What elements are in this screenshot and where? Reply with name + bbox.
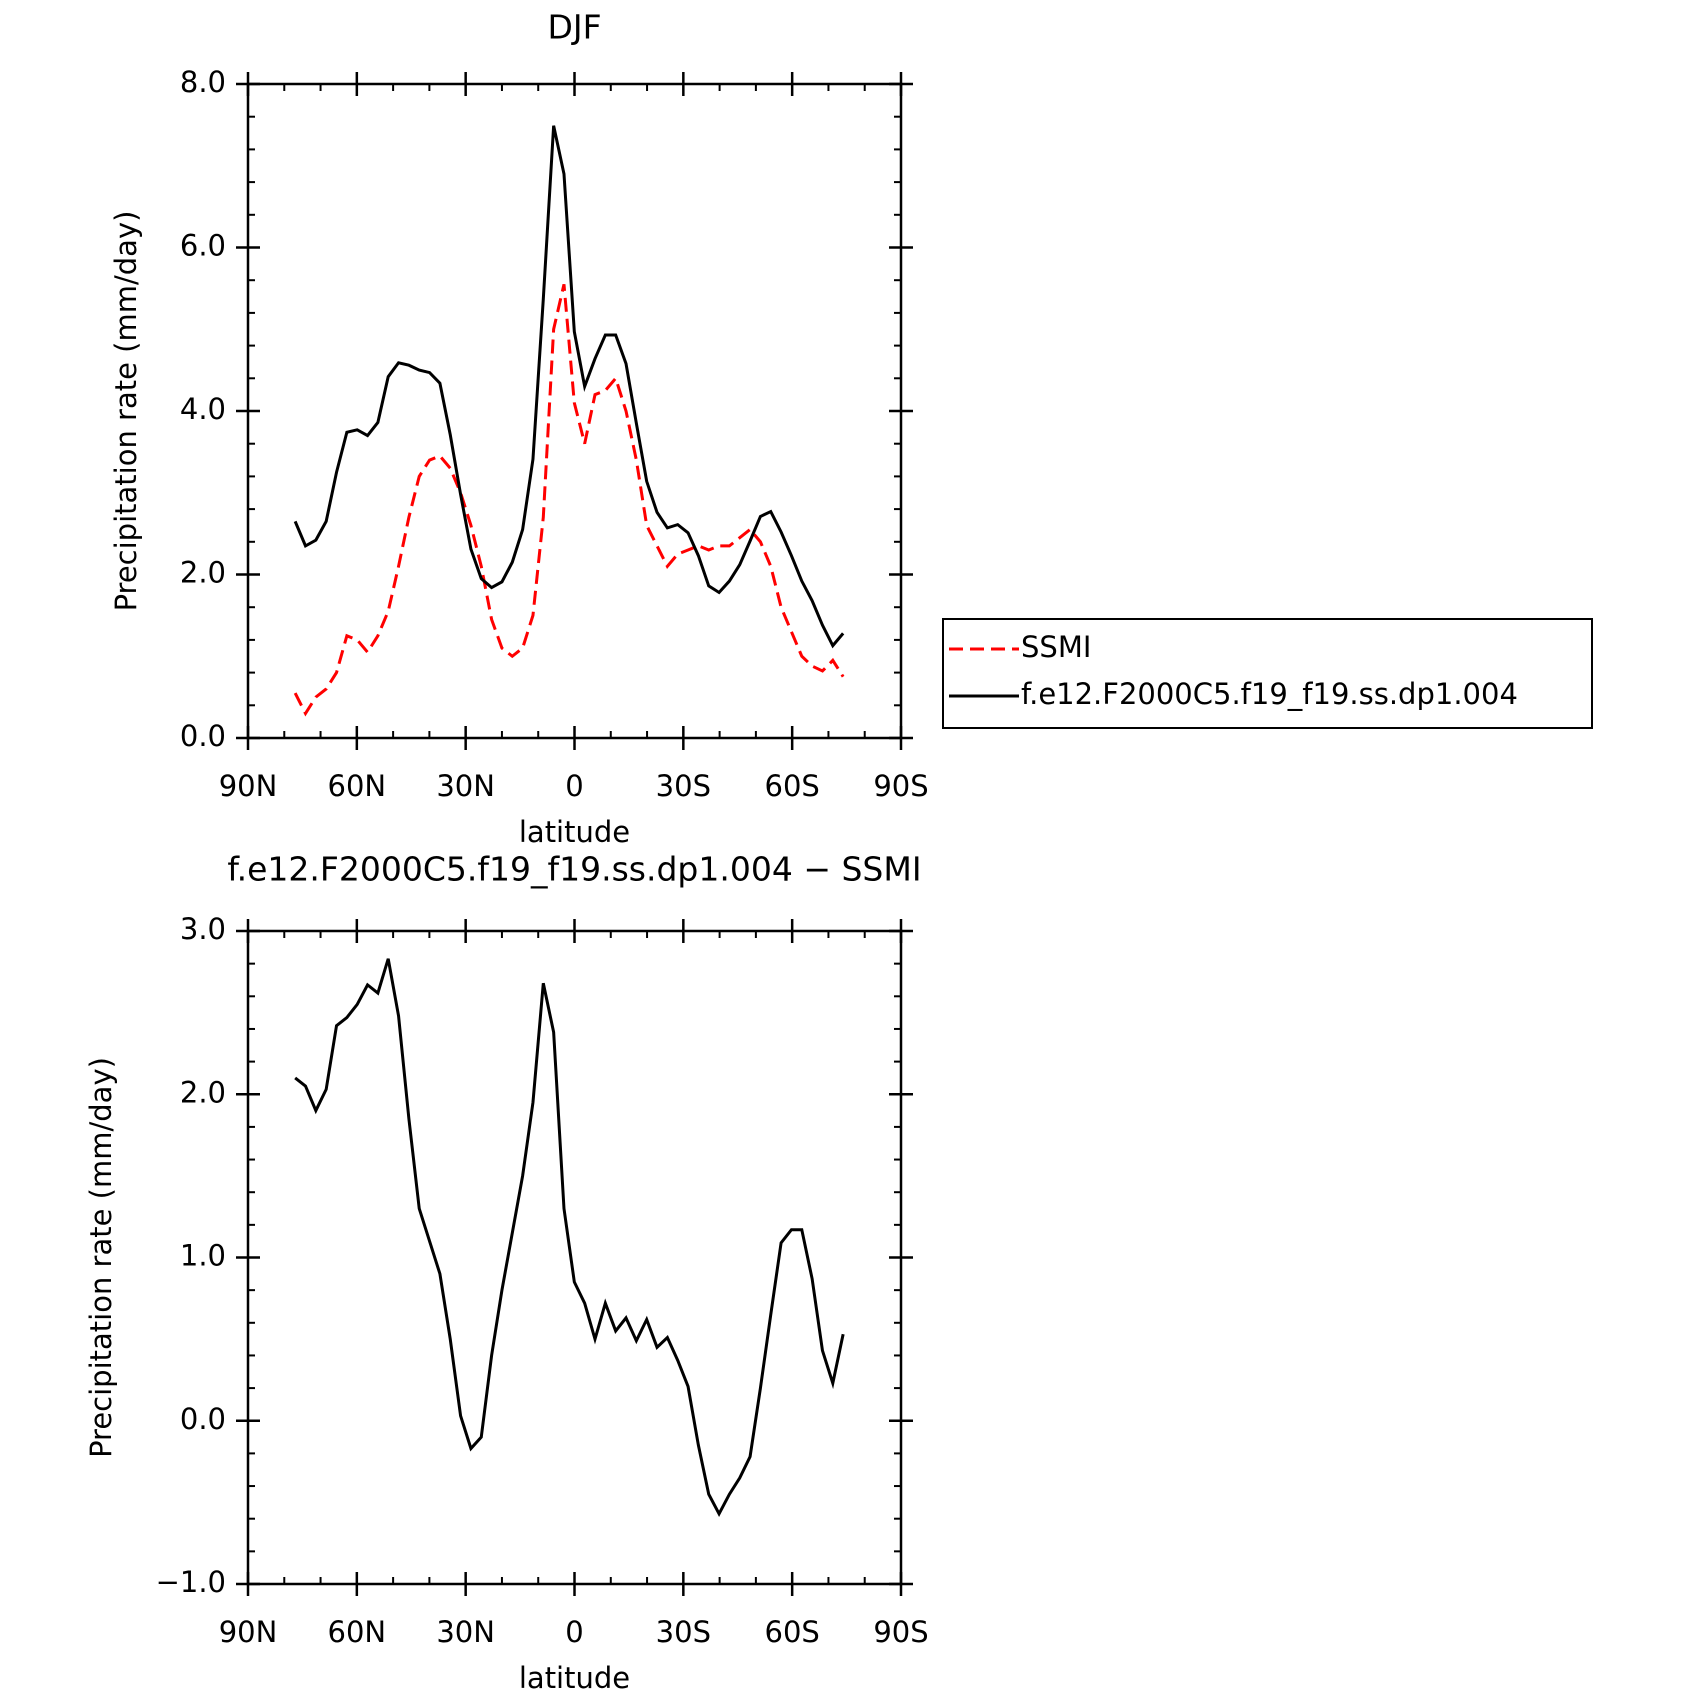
y-tick-label: 6.0 — [180, 229, 226, 263]
chart-title: f.e12.F2000C5.f19_f19.ss.dp1.004 − SSMI — [227, 850, 921, 889]
y-tick-label: 0.0 — [180, 1402, 226, 1436]
x-tick-label: 60N — [328, 769, 387, 803]
plot-frame — [246, 929, 903, 1586]
x-tick-label: 30N — [436, 769, 495, 803]
x-tick-label: 0 — [565, 1615, 583, 1649]
x-tick-label: 30S — [656, 1615, 711, 1649]
x-tick-label: 0 — [565, 769, 583, 803]
x-axis-label: latitude — [519, 815, 630, 849]
x-tick-label: 90N — [219, 769, 278, 803]
x-tick-label: 60S — [765, 1615, 820, 1649]
y-axis-label: Precipitation rate (mm/day) — [109, 211, 143, 612]
x-axis-label: latitude — [519, 1661, 630, 1695]
x-tick-label: 90S — [873, 769, 928, 803]
x-tick-label: 30S — [656, 769, 711, 803]
x-tick-label: 60S — [765, 769, 820, 803]
y-tick-label: 4.0 — [180, 392, 226, 426]
y-axis-label: Precipitation rate (mm/day) — [84, 1057, 118, 1458]
y-tick-label: 3.0 — [180, 912, 226, 946]
y-tick-label: 2.0 — [180, 1075, 226, 1109]
data-line — [294, 958, 845, 1518]
legend-box — [942, 618, 1593, 729]
legend-label: SSMI — [1021, 630, 1091, 664]
data-line — [293, 283, 845, 717]
y-tick-label: 8.0 — [180, 65, 226, 99]
data-line — [293, 125, 845, 649]
x-tick-label: 30N — [436, 1615, 495, 1649]
chart-title: DJF — [547, 8, 601, 47]
legend-label: f.e12.F2000C5.f19_f19.ss.dp1.004 — [1021, 677, 1518, 711]
y-tick-label: 2.0 — [180, 556, 226, 590]
x-tick-label: 60N — [328, 1615, 387, 1649]
x-tick-label: 90N — [219, 1615, 278, 1649]
x-tick-label: 90S — [873, 1615, 928, 1649]
y-tick-label: −1.0 — [156, 1565, 226, 1599]
y-tick-label: 1.0 — [180, 1239, 226, 1273]
y-tick-label: 0.0 — [180, 719, 226, 753]
